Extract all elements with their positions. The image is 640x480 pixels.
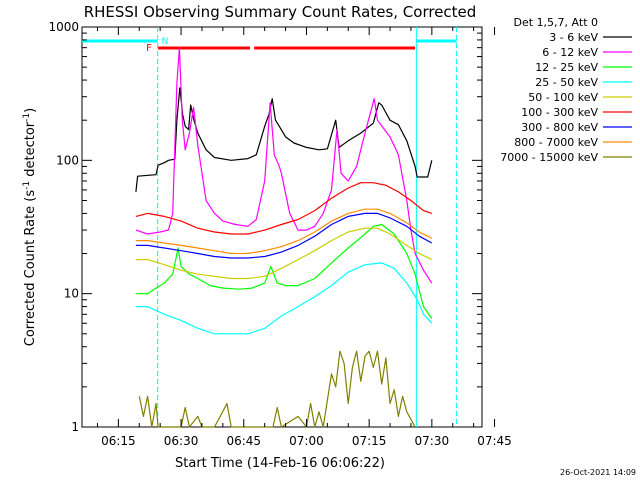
y-axis-label-mid: detector <box>23 121 38 181</box>
night-flag-label: N <box>162 37 169 47</box>
y-axis-label-sup-2: -1 <box>22 113 32 122</box>
axes-layer: 1 10 100 1000 06:15 06:30 06:45 07:00 07:15 07:30… <box>48 20 511 448</box>
legend-label-8: 7000 - 15000 keV <box>500 151 598 164</box>
x-axis-label: Start Time (14-Feb-16 06:06:22) <box>175 456 385 471</box>
legend: Det 1,5,7, Att 0 3 - 6 keV 6 - 12 keV 12 - … <box>500 16 632 164</box>
y-axis-label-end: ) <box>23 108 38 113</box>
legend-label-4: 50 - 100 keV <box>528 91 598 104</box>
x-tick-label-5: 07:30 <box>415 434 450 448</box>
series-line-5 <box>135 182 432 235</box>
legend-header: Det 1,5,7, Att 0 <box>514 16 598 29</box>
legend-label-0: 3 - 6 keV <box>549 31 598 44</box>
series-layer <box>135 47 433 428</box>
x-tick-label-0: 06:15 <box>101 434 136 448</box>
y-tick-label-1: 10 <box>64 287 79 301</box>
flare-flag-label: F <box>146 43 152 54</box>
plot-timestamp: 26-Oct-2021 14:09 <box>560 468 636 477</box>
legend-label-6: 300 - 800 keV <box>521 121 598 134</box>
x-tick-label-4: 07:15 <box>352 434 387 448</box>
series-line-1 <box>135 47 433 284</box>
x-tick-label-2: 06:45 <box>226 434 261 448</box>
series-line-7 <box>135 208 433 255</box>
legend-label-1: 6 - 12 keV <box>542 46 598 59</box>
x-tick-label-1: 06:30 <box>164 434 199 448</box>
flag-layer: NF <box>82 27 458 427</box>
x-tick-label-6: 07:45 <box>477 434 512 448</box>
y-axis-label-sup-1: -1 <box>22 181 32 190</box>
legend-label-3: 25 - 50 keV <box>535 76 598 89</box>
series-line-2 <box>135 223 433 319</box>
y-axis-label-main: Corrected Count Rate (s <box>23 190 38 347</box>
legend-label-5: 100 - 300 keV <box>521 106 598 119</box>
y-tick-label-2: 100 <box>56 153 79 167</box>
series-line-6 <box>135 212 433 259</box>
y-tick-label-0: 1 <box>71 420 79 434</box>
series-line-4 <box>135 227 433 280</box>
y-axis-label: Corrected Count Rate (s-1 detector-1) <box>22 108 38 346</box>
legend-label-7: 800 - 7000 keV <box>514 136 598 149</box>
series-line-3 <box>135 262 433 335</box>
series-line-8 <box>138 350 416 428</box>
y-tick-label-3: 1000 <box>48 20 79 34</box>
chart-title: RHESSI Observing Summary Count Rates, Co… <box>84 3 477 21</box>
x-tick-label-3: 07:00 <box>289 434 324 448</box>
legend-label-2: 12 - 25 keV <box>535 61 598 74</box>
